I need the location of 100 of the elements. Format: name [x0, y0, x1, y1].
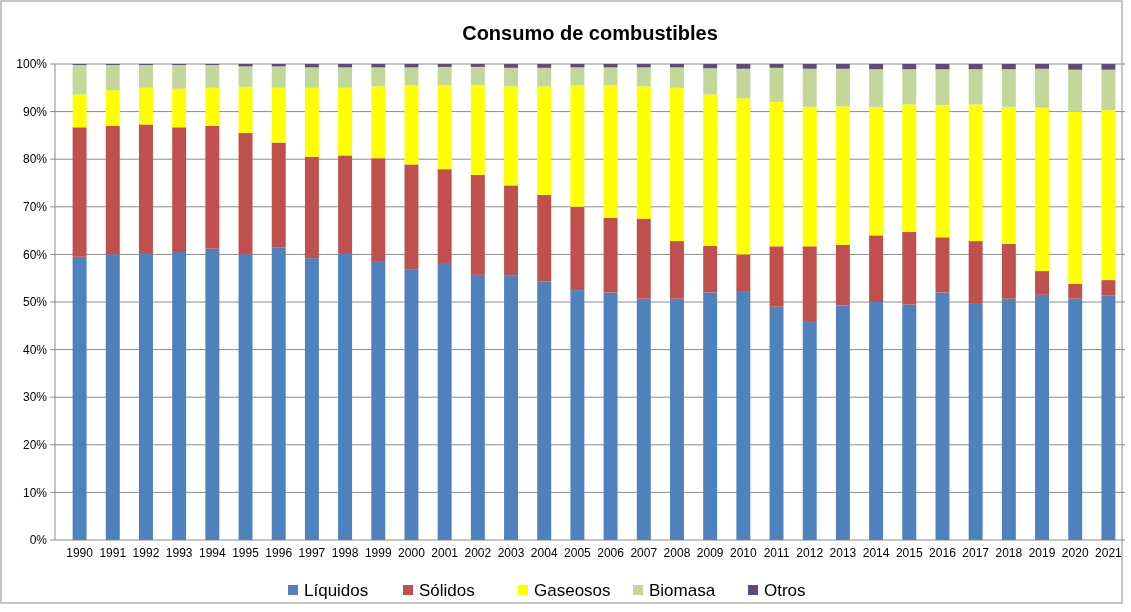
bar	[371, 67, 386, 87]
bar	[670, 87, 684, 242]
bar	[802, 68, 817, 107]
x-tick-label: 2020	[1061, 546, 1089, 560]
bar	[835, 68, 850, 107]
bar	[172, 64, 187, 89]
bar	[869, 235, 884, 302]
bar	[902, 64, 917, 70]
y-tick-label: 0%	[29, 533, 48, 548]
y-tick-label: 30%	[22, 390, 48, 405]
x-tick-label: 2019	[1028, 546, 1056, 560]
y-tick-label: 40%	[22, 342, 48, 357]
bar	[271, 247, 286, 540]
bar	[470, 85, 485, 175]
x-tick-label: 2014	[862, 546, 890, 560]
bar	[835, 64, 850, 69]
bar	[338, 252, 353, 540]
bar	[537, 67, 552, 87]
bar	[205, 125, 220, 249]
bar	[371, 64, 386, 68]
bar	[1035, 68, 1049, 108]
bar	[72, 127, 87, 257]
bar	[105, 90, 120, 126]
bar	[304, 258, 319, 540]
bar	[1068, 283, 1083, 299]
bar	[504, 185, 518, 276]
x-tick-label: 1991	[99, 546, 127, 560]
bar	[304, 64, 319, 68]
bar	[670, 67, 684, 88]
bar	[1101, 110, 1116, 281]
bar	[1035, 107, 1049, 272]
x-tick-label: 2006	[597, 546, 625, 560]
bar	[105, 125, 120, 255]
bar	[304, 87, 319, 157]
legend-label: Sólidos	[419, 580, 475, 600]
y-tick-label: 100%	[16, 57, 48, 72]
bar	[570, 85, 585, 207]
bar	[935, 69, 950, 105]
bar	[603, 85, 618, 218]
bar	[238, 133, 253, 255]
x-tick-label: 2003	[497, 546, 525, 560]
bar	[504, 64, 518, 68]
x-tick-label: 2013	[829, 546, 857, 560]
bar	[902, 304, 917, 540]
x-tick-label: 1998	[331, 546, 359, 560]
bar	[802, 106, 817, 247]
bar	[139, 252, 153, 540]
bar	[769, 246, 784, 307]
bar	[238, 86, 253, 134]
bar	[670, 241, 684, 299]
bar	[570, 206, 585, 291]
bar	[1035, 64, 1049, 69]
bar	[769, 64, 784, 68]
x-tick-label: 1999	[364, 546, 392, 560]
bar	[1068, 298, 1083, 540]
bar	[802, 246, 817, 322]
y-tick-label: 70%	[22, 200, 48, 214]
bar	[736, 68, 751, 99]
x-tick-label: 2002	[464, 546, 492, 560]
bar	[338, 87, 353, 156]
x-tick-label: 2007	[630, 546, 658, 560]
bar	[636, 298, 651, 540]
x-tick-label: 2011	[763, 546, 790, 560]
bar	[72, 64, 87, 95]
bar	[437, 85, 452, 170]
bar	[968, 64, 983, 70]
bar	[869, 302, 884, 540]
y-tick-label: 80%	[22, 152, 48, 167]
bar	[1001, 64, 1016, 70]
bar	[603, 292, 618, 540]
bar	[935, 64, 950, 70]
bar	[1101, 280, 1116, 296]
bar	[404, 164, 419, 270]
bar	[603, 217, 618, 293]
bar	[769, 306, 784, 540]
bar	[504, 67, 518, 87]
bar	[935, 292, 950, 540]
bar	[802, 321, 817, 540]
x-tick-label: 2001	[431, 546, 459, 560]
bar	[470, 66, 485, 86]
bar	[769, 102, 784, 247]
bar	[537, 281, 552, 540]
bar	[537, 64, 552, 68]
bar	[404, 67, 419, 86]
bar	[835, 244, 850, 306]
bar	[1101, 69, 1116, 111]
bar	[371, 261, 386, 540]
bar	[636, 64, 651, 68]
bar	[1001, 298, 1016, 540]
bar	[371, 158, 386, 262]
bar	[968, 104, 983, 242]
bar	[338, 64, 353, 68]
bar	[835, 106, 850, 245]
bar	[1068, 111, 1083, 284]
bar	[703, 245, 718, 293]
bar	[570, 67, 585, 86]
bar	[670, 64, 684, 68]
bar	[437, 262, 452, 540]
bar	[835, 305, 850, 540]
bar	[736, 98, 751, 255]
